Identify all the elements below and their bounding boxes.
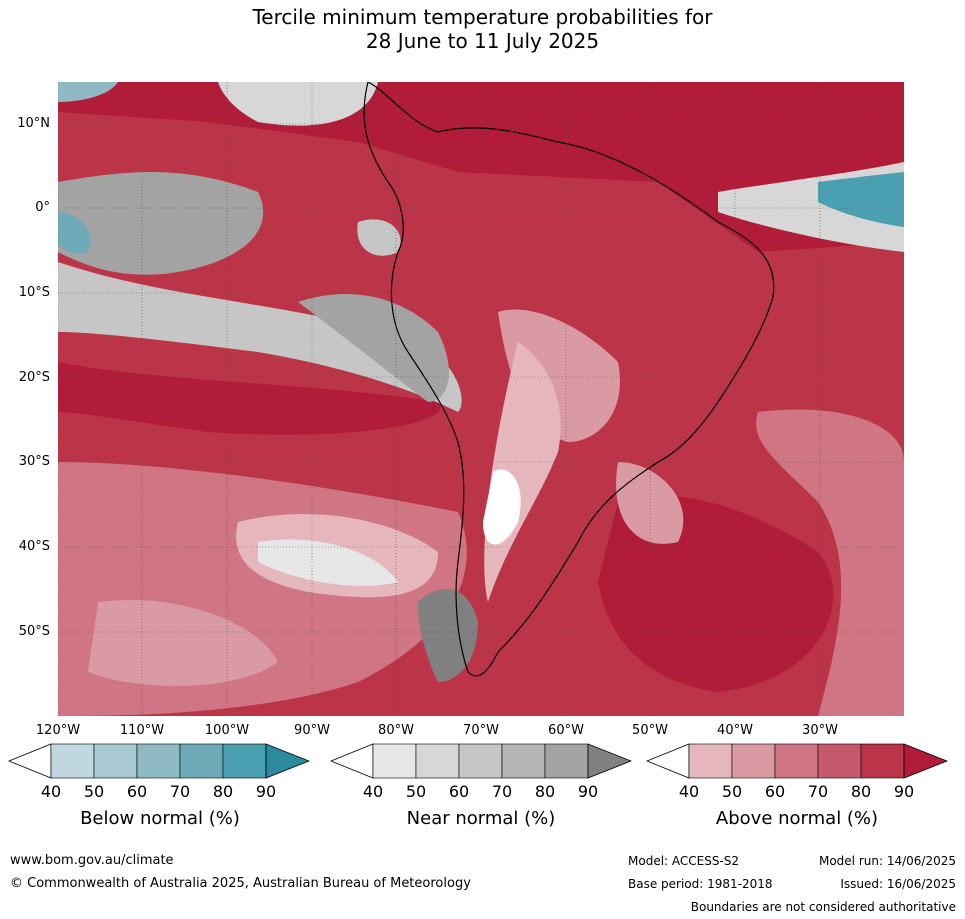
colorbar-segment [372,743,417,779]
colorbar-tick-label: 50 [721,782,743,801]
colorbar-tick-label: 90 [255,782,277,801]
colorbar-extend-high [903,743,948,779]
colorbar-segment [50,743,95,779]
lon-label: 40°W [717,723,753,738]
colorbar-segment [222,743,267,779]
colorbar-segment [731,743,776,779]
colorbar-tick-label: 90 [577,782,599,801]
colorbar-extend-low [646,743,690,779]
colorbar-tick-label: 50 [83,782,105,801]
colorbar-tick-label: 70 [169,782,191,801]
colorbar-tick-label: 80 [850,782,872,801]
lon-label: 50°W [632,723,668,738]
colorbar-label-above: Above normal (%) [715,808,879,829]
colorbar-segment [179,743,224,779]
lon-label: 110°W [119,723,165,738]
colorbar-tick-label: 60 [764,782,786,801]
lon-label: 90°W [294,723,330,738]
continent-outline [363,82,775,677]
colorbar-segment [458,743,503,779]
colorbar-extend-low [330,743,374,779]
gridlines [58,82,904,716]
lon-label: 30°W [802,723,838,738]
lon-label: 80°W [378,723,414,738]
colorbar-extend-high [265,743,310,779]
lon-label: 120°W [35,723,81,738]
colorbar-label-below: Below normal (%) [80,808,240,829]
colorbar-segment [501,743,546,779]
disclaimer-text: Boundaries are not considered authoritat… [690,900,956,914]
colorbar-tick-label: 40 [362,782,384,801]
colorbar-segment [93,743,138,779]
lat-label: 50°S [18,624,50,639]
colorbar-segment [688,743,733,779]
colorbar-above-normal [646,743,948,779]
colorbar-tick-label: 40 [40,782,62,801]
probability-map [58,82,904,716]
lon-label: 100°W [204,723,250,738]
colorbar-tick-label: 80 [212,782,234,801]
colorbar-below-normal [8,743,310,779]
model-text: Model: ACCESS-S2 [628,854,740,868]
colorbar-extend-high [587,743,632,779]
map-title-line1: Tercile minimum temperature probabilitie… [252,5,713,29]
issued-text: Issued: 16/06/2025 [840,877,956,891]
colorbar-tick-label: 70 [807,782,829,801]
colorbar-tick-label: 80 [534,782,556,801]
colorbar-label-near: Near normal (%) [406,808,556,829]
colorbar-tick-label: 60 [126,782,148,801]
colorbar-tick-label: 70 [491,782,513,801]
website-link[interactable]: www.bom.gov.au/climate [10,853,174,868]
colorbar-segment [774,743,819,779]
lat-label: 10°N [17,116,50,131]
colorbar-segment [860,743,905,779]
colorbar-segment [415,743,460,779]
colorbar-tick-label: 60 [448,782,470,801]
lat-label: 10°S [18,285,50,300]
lat-label: 20°S [18,370,50,385]
lon-label: 70°W [463,723,499,738]
colorbar-segment [544,743,589,779]
colorbar-tick-label: 40 [678,782,700,801]
model-run-text: Model run: 14/06/2025 [818,854,956,868]
lat-label: 30°S [18,454,50,469]
copyright-text: © Commonwealth of Australia 2025, Austra… [10,876,471,891]
colorbar-tick-label: 50 [405,782,427,801]
lat-label: 40°S [18,539,50,554]
map-title-line2: 28 June to 11 July 2025 [365,29,600,53]
colorbar-extend-low [8,743,52,779]
colorbar-near-normal [330,743,632,779]
lon-label: 60°W [548,723,584,738]
base-period-text: Base period: 1981-2018 [628,877,773,891]
lat-label: 0° [35,200,50,215]
colorbar-segment [136,743,181,779]
colorbar-tick-label: 90 [893,782,915,801]
colorbar-segment [817,743,862,779]
